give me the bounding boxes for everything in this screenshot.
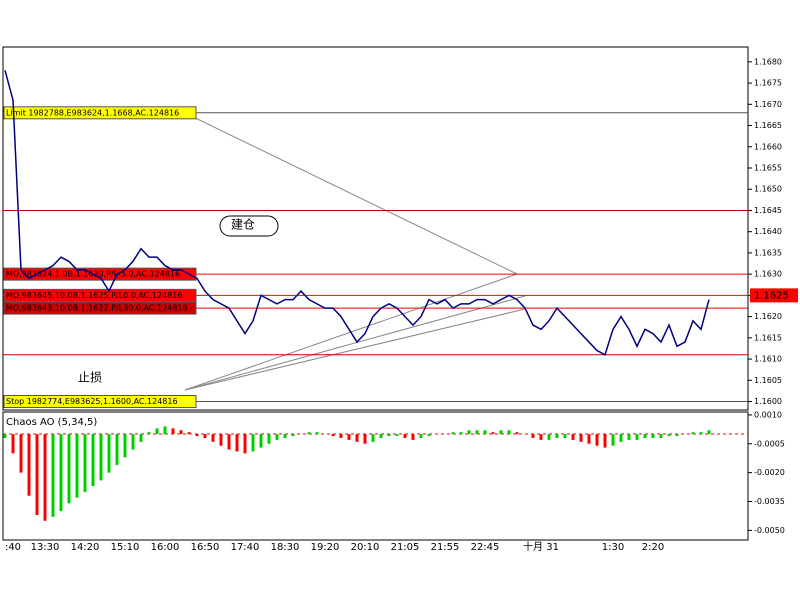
- note-box: [219, 215, 279, 237]
- price-frame: [2, 46, 749, 411]
- order-label: MO,983645,10.0B,1.1625,P/L0.0,AC.124816: [6, 291, 182, 300]
- link-line: [184, 112, 518, 275]
- y-tick-label: 1.1630: [754, 270, 782, 279]
- y-tick-label: 1.1600: [754, 397, 782, 406]
- order-label-box: [3, 288, 197, 302]
- y-tick-label: 1.1680: [754, 57, 782, 66]
- order-label-box: [3, 106, 197, 120]
- last-price-box: [750, 288, 798, 303]
- y-tick-label: 1.1660: [754, 142, 782, 151]
- link-line: [184, 308, 526, 391]
- y-tick-label: -0.0020: [754, 468, 785, 477]
- x-tick-label: 15:10: [111, 542, 140, 553]
- y-tick-label: 1.1620: [754, 312, 782, 321]
- y-tick-label: -0.0035: [754, 497, 785, 506]
- y-tick-label: 1.1640: [754, 227, 782, 236]
- order-label-box: [3, 301, 197, 315]
- x-tick-label: 19:20: [311, 542, 340, 553]
- note: 止损: [78, 371, 102, 385]
- y-tick-label: 0.0010: [754, 410, 782, 419]
- y-tick-label: 1.1645: [754, 206, 782, 215]
- x-tick-label: 14:20: [71, 542, 100, 553]
- x-tick-label: 十月 31: [523, 540, 559, 553]
- order-label-box: [3, 267, 197, 281]
- y-tick-label: 1.1675: [754, 79, 782, 88]
- y-tick-label: 1.1665: [754, 121, 782, 130]
- y-tick-label: 1.1635: [754, 248, 782, 257]
- x-tick-label: 20:10: [351, 542, 380, 553]
- order-label: Limit 1982788,E983624,1.1668,AC.124816: [6, 108, 179, 117]
- order-label: MO,983643,10.0B,1.1622,P/L30.0,AC.124816: [6, 304, 188, 313]
- link-line: [184, 295, 526, 391]
- x-tick-label: 1:30: [602, 542, 624, 553]
- x-tick-label: 21:05: [391, 542, 420, 553]
- x-tick-label: 13:30: [31, 542, 60, 553]
- price-line: [4, 70, 710, 356]
- order-label-box: [3, 395, 197, 409]
- x-tick-label: :40: [5, 542, 21, 553]
- x-tick-label: 2:20: [642, 542, 664, 553]
- y-tick-label: -0.0050: [754, 526, 785, 535]
- y-tick-label: 1.1670: [754, 100, 782, 109]
- y-tick-label: -0.0005: [754, 439, 785, 448]
- ao-frame: [2, 411, 749, 541]
- order-label: Stop 1982774,E983625,1.1600,AC.124816: [6, 397, 178, 406]
- x-tick-label: 16:50: [191, 542, 220, 553]
- y-tick-label: 1.1655: [754, 164, 782, 173]
- y-tick-label: 1.1650: [754, 185, 782, 194]
- indicator-title: Chaos AO (5,34,5): [6, 417, 97, 428]
- y-tick-label: 1.1605: [754, 376, 782, 385]
- last-price-label: 1.1625: [754, 290, 789, 301]
- x-tick-label: 16:00: [151, 542, 180, 553]
- note: 建仓: [231, 218, 255, 232]
- x-tick-label: 21:55: [431, 542, 460, 553]
- y-tick-label: 1.1615: [754, 333, 782, 342]
- x-tick-label: 17:40: [231, 542, 260, 553]
- y-tick-label: 1.1610: [754, 355, 782, 364]
- x-tick-label: 18:30: [271, 542, 300, 553]
- x-tick-label: 22:45: [471, 542, 500, 553]
